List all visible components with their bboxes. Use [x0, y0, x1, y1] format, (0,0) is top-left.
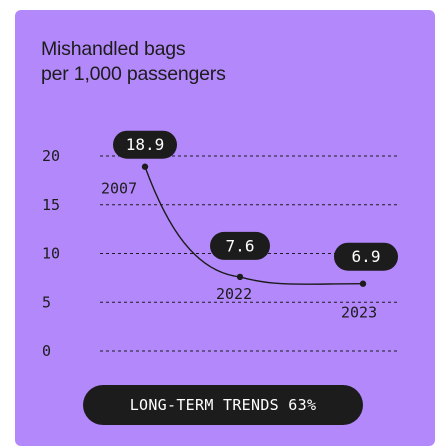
- value-pill: [334, 242, 398, 271]
- value-label: 6.9: [352, 247, 381, 266]
- trend-line: [144, 166, 364, 285]
- data-point: [141, 163, 149, 170]
- data-point: [236, 273, 244, 281]
- y-tick-label: 20: [42, 147, 60, 165]
- year-label: 2007: [101, 180, 137, 198]
- value-pill: [113, 130, 177, 159]
- y-axis-ticks: 0 5 10 15 20: [42, 147, 60, 360]
- chart-title-line-1: Mishandled bags: [41, 38, 186, 60]
- data-points: 18.9 2007 7.6 2022 6.9 2023: [101, 130, 398, 322]
- value-label: 7.6: [226, 236, 255, 255]
- long-term-trends-badge: LONG-TERM TRENDS 63%: [83, 385, 363, 425]
- data-point: [359, 280, 367, 287]
- year-label: 2023: [341, 304, 377, 322]
- value-label: 18.9: [126, 135, 165, 154]
- chart-card: [15, 10, 435, 446]
- y-tick-label: 15: [42, 196, 60, 214]
- y-tick-label: 5: [42, 293, 51, 311]
- chart-title-line-2: per 1,000 passengers: [41, 63, 226, 85]
- year-label: 2022: [216, 285, 252, 303]
- y-tick-label: 0: [42, 342, 51, 360]
- value-pill: [210, 231, 270, 260]
- chart-title: Mishandled bags per 1,000 passengers: [41, 37, 341, 87]
- y-tick-label: 10: [42, 245, 60, 263]
